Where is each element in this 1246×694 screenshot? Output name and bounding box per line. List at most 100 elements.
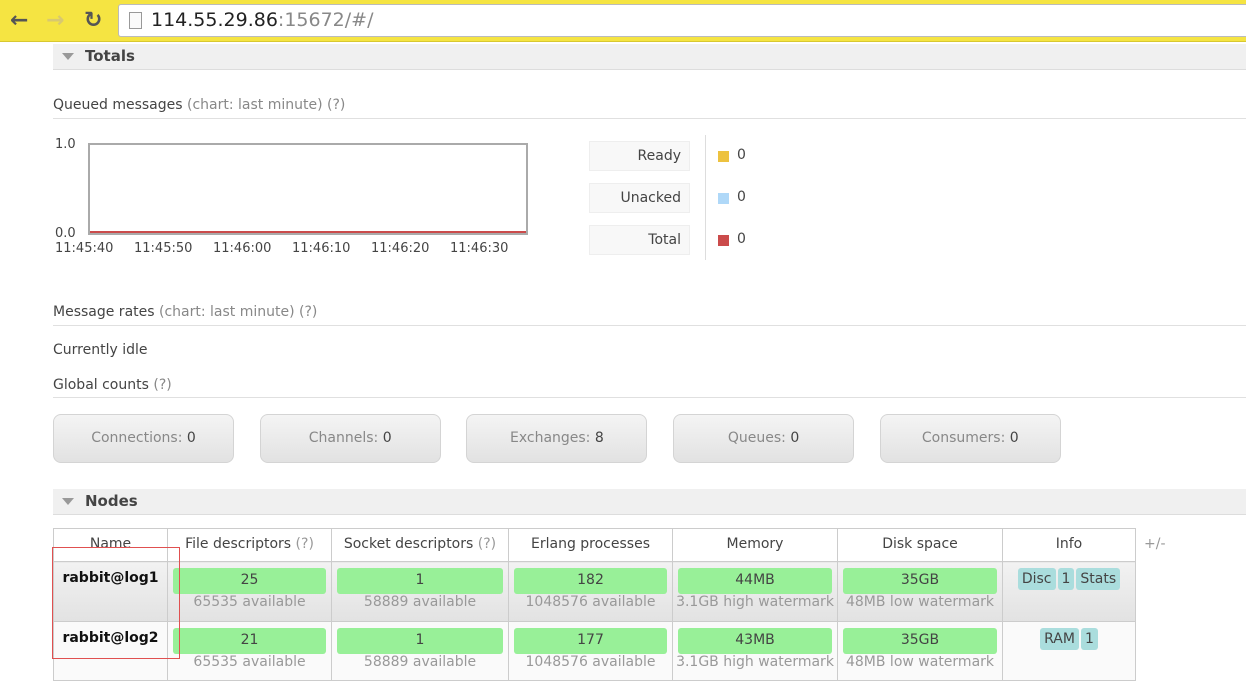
chart-plot xyxy=(90,231,526,233)
info-badge: 1 xyxy=(1080,628,1098,650)
sd-bar: 1 xyxy=(337,568,503,594)
disk-cell: 35GB 48MB low watermark xyxy=(837,561,1003,622)
fd-bar: 21 xyxy=(173,628,326,654)
url-path: :15672/#/ xyxy=(277,9,374,31)
count-queues-button[interactable]: Queues: 0 xyxy=(673,414,855,463)
fd-cell: 21 65535 available xyxy=(167,621,332,681)
erl-bar: 182 xyxy=(514,568,667,594)
legend-label-unacked: Unacked xyxy=(589,183,690,213)
fd-limit: 65535 available xyxy=(193,654,306,670)
legend-divider xyxy=(705,135,706,260)
x-tick-label: 11:46:30 xyxy=(450,241,509,256)
table-row: rabbit@log1 25 65535 available 1 58889 avail… xyxy=(53,561,1136,622)
divider xyxy=(53,118,1246,119)
nodes-section-header[interactable]: Nodes xyxy=(53,489,1246,515)
count-connections-button[interactable]: Connections: 0 xyxy=(53,414,234,463)
chart-range-link[interactable]: (chart: last minute) xyxy=(159,304,295,320)
col-file-descriptors: File descriptors (?) xyxy=(167,528,332,562)
fd-cell: 25 65535 available xyxy=(167,561,332,622)
help-link[interactable]: (?) xyxy=(477,536,497,552)
nodes-title: Nodes xyxy=(85,492,138,510)
x-tick-label: 11:45:50 xyxy=(134,241,193,256)
highlight-annotation-box xyxy=(52,547,180,659)
fd-bar: 25 xyxy=(173,568,326,594)
x-tick-label: 11:45:40 xyxy=(55,241,114,256)
y-tick-label: 1.0 xyxy=(55,137,76,152)
node-name-link[interactable]: rabbit@log1 xyxy=(53,561,168,622)
table-header-row: Name File descriptors (?) Socket descrip… xyxy=(53,528,1136,562)
x-tick-label: 11:46:00 xyxy=(213,241,272,256)
info-cell: Disc 1 Stats xyxy=(1002,561,1136,622)
queued-messages-chart xyxy=(88,143,528,235)
disk-limit: 48MB low watermark xyxy=(845,654,995,670)
info-badge: Disc xyxy=(1017,568,1056,590)
page-icon xyxy=(129,12,142,29)
totals-title: Totals xyxy=(85,47,135,65)
disk-cell: 35GB 48MB low watermark xyxy=(837,621,1003,681)
erl-bar: 177 xyxy=(514,628,667,654)
info-badge: 1 xyxy=(1057,568,1075,590)
help-link[interactable]: (?) xyxy=(295,536,314,552)
divider xyxy=(53,325,1246,326)
col-name[interactable]: Name xyxy=(53,528,168,562)
sd-limit: 58889 available xyxy=(363,594,477,610)
address-bar[interactable]: 114.55.29.86:15672/#/ xyxy=(118,4,1246,37)
idle-status: Currently idle xyxy=(53,342,148,358)
message-rates-heading: Message rates (chart: last minute) (?) xyxy=(53,304,318,320)
col-socket-descriptors: Socket descriptors (?) xyxy=(331,528,509,562)
mem-limit: 3.1GB high watermark xyxy=(676,654,834,670)
help-link[interactable]: (?) xyxy=(327,97,346,113)
collapse-triangle-icon xyxy=(62,498,74,505)
info-badge: RAM xyxy=(1040,628,1079,650)
x-tick-label: 11:46:20 xyxy=(371,241,430,256)
count-channels-button[interactable]: Channels: 0 xyxy=(259,414,441,463)
info-badge: Stats xyxy=(1076,568,1121,590)
legend-value: 0 xyxy=(737,189,746,205)
count-exchanges-button[interactable]: Exchanges: 8 xyxy=(466,414,648,463)
disk-bar: 35GB xyxy=(843,628,997,654)
legend-label-total: Total xyxy=(589,225,690,255)
count-consumers-button[interactable]: Consumers: 0 xyxy=(879,414,1061,463)
table-row: rabbit@log2 21 65535 available 1 58889 avail… xyxy=(53,621,1136,681)
mem-limit: 3.1GB high watermark xyxy=(676,594,834,610)
info-cell: RAM 1 xyxy=(1002,621,1136,681)
chart-range-link[interactable]: (chart: last minute) xyxy=(187,97,323,113)
back-arrow-icon[interactable]: ← xyxy=(10,8,29,33)
legend-swatch xyxy=(718,235,729,246)
mem-cell: 43MB 3.1GB high watermark xyxy=(672,621,838,681)
mem-bar: 43MB xyxy=(678,628,832,654)
sd-cell: 1 58889 available xyxy=(331,561,509,622)
disk-bar: 35GB xyxy=(843,568,997,594)
queued-messages-heading: Queued messages (chart: last minute) (?) xyxy=(53,97,346,113)
col-info: Info xyxy=(1002,528,1136,562)
col-erlang-processes: Erlang processes xyxy=(508,528,673,562)
legend-value: 0 xyxy=(737,231,746,247)
nodes-table: Name File descriptors (?) Socket descrip… xyxy=(53,528,1136,681)
toggle-columns-link[interactable]: +/- xyxy=(1144,536,1166,552)
mem-bar: 44MB xyxy=(678,568,832,594)
disk-limit: 48MB low watermark xyxy=(845,594,995,610)
erl-cell: 177 1048576 available xyxy=(508,621,673,681)
url-host: 114.55.29.86 xyxy=(151,9,278,31)
sd-cell: 1 58889 available xyxy=(331,621,509,681)
legend-label-ready: Ready xyxy=(589,141,690,171)
col-memory: Memory xyxy=(672,528,838,562)
col-disk-space: Disk space xyxy=(837,528,1003,562)
y-tick-label: 0.0 xyxy=(55,226,76,241)
totals-section-header[interactable]: Totals xyxy=(53,44,1246,70)
legend-swatch xyxy=(718,193,729,204)
sd-bar: 1 xyxy=(337,628,503,654)
reload-icon[interactable]: ↻ xyxy=(84,8,103,33)
collapse-triangle-icon xyxy=(62,53,74,60)
erl-limit: 1048576 available xyxy=(525,594,656,610)
erl-limit: 1048576 available xyxy=(525,654,656,670)
help-link[interactable]: (?) xyxy=(153,377,172,393)
mem-cell: 44MB 3.1GB high watermark xyxy=(672,561,838,622)
divider xyxy=(53,397,1246,398)
browser-toolbar: ← → ↻ 114.55.29.86:15672/#/ xyxy=(0,0,1246,42)
fd-limit: 65535 available xyxy=(193,594,306,610)
forward-arrow-icon[interactable]: → xyxy=(46,8,65,33)
x-tick-label: 11:46:10 xyxy=(292,241,351,256)
global-counts-heading: Global counts (?) xyxy=(53,377,172,393)
help-link[interactable]: (?) xyxy=(299,304,318,320)
